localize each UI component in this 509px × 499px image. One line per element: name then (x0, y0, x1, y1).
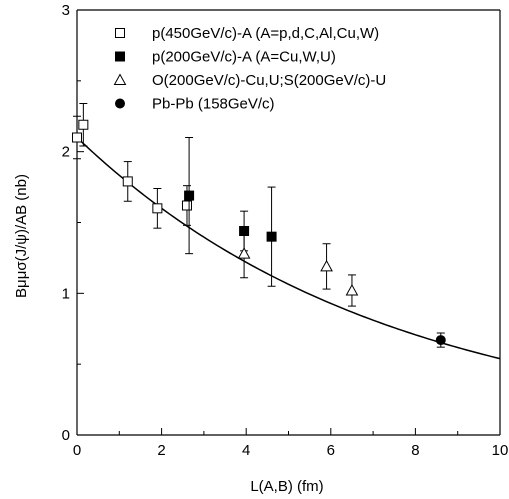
y-axis-label: Bμμσ(J/ψ)/AB (nb) (13, 174, 30, 298)
legend-entry: p(200GeV/c)-A (A=Cu,W,U) (152, 49, 336, 66)
y-axis-ticks: 0 1 2 3 (62, 2, 84, 444)
legend-marker (115, 98, 125, 109)
x-tick-label: 2 (157, 442, 165, 459)
legend: p(450GeV/c)-A (A=p,d,C,Al,Cu,W) p(200GeV/… (113, 25, 386, 113)
x-tick-label: 10 (492, 442, 509, 459)
data-point (266, 231, 277, 242)
data-point (181, 200, 192, 211)
legend-marker (115, 51, 125, 62)
legend-marker (115, 28, 125, 38)
legend-entry: Pb-Pb (158GeV/c) (152, 96, 275, 113)
y-tick-label: 1 (62, 285, 70, 302)
legend-entry: O(200GeV/c)-Cu,U;S(200GeV/c)-U (152, 72, 386, 89)
data-point (237, 247, 251, 259)
data-point (152, 203, 163, 214)
fit-curve (76, 136, 501, 360)
legend-entry: p(450GeV/c)-A (A=p,d,C,Al,Cu,W) (152, 25, 379, 42)
x-tick-label: 4 (242, 442, 250, 459)
data-points (72, 103, 446, 348)
y-tick-label: 3 (62, 2, 70, 19)
data-point (72, 132, 82, 143)
data-point (345, 283, 359, 296)
y-tick-label: 0 (62, 427, 70, 444)
x-tick-label: 0 (73, 442, 81, 459)
y-tick-label: 2 (62, 144, 70, 161)
x-tick-label: 8 (411, 442, 419, 459)
data-point (435, 335, 446, 346)
legend-marker (113, 73, 127, 85)
x-tick-label: 6 (327, 442, 335, 459)
data-point (78, 119, 89, 130)
data-point (184, 190, 195, 201)
x-axis-label: L(A,B) (fm) (250, 478, 323, 495)
x-axis-ticks: 0 2 4 6 8 10 (73, 428, 509, 459)
data-point (320, 259, 333, 272)
data-point (122, 176, 133, 187)
